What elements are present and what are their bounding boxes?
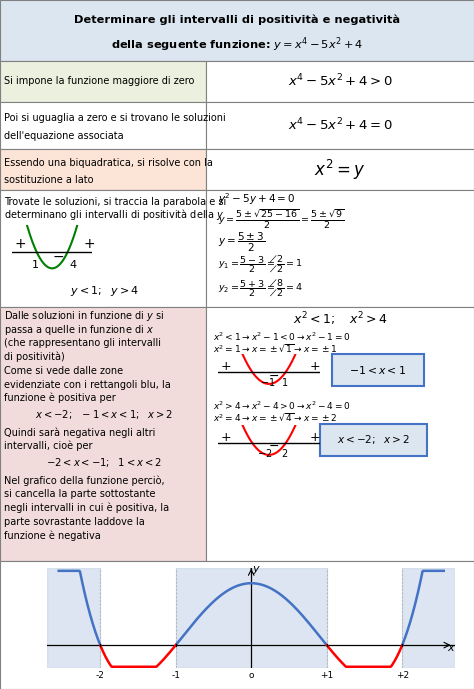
Bar <box>402 568 455 668</box>
Text: della seguente funzione: $y = x^4 - 5x^2 + 4$: della seguente funzione: $y = x^4 - 5x^2… <box>111 35 363 54</box>
Bar <box>0 561 474 689</box>
Text: $x^4-5x^2+4=0$: $x^4-5x^2+4=0$ <box>288 117 392 134</box>
Bar <box>0 307 206 561</box>
Text: $y_1=\dfrac{5-3}{2}=\dfrac{\not{2}}{\not{2}}=1$: $y_1=\dfrac{5-3}{2}=\dfrac{\not{2}}{\not… <box>218 254 303 276</box>
Text: di positività): di positività) <box>4 351 64 362</box>
Text: $y=\dfrac{5\pm\sqrt{25-16}}{2}=\dfrac{5\pm\sqrt{9}}{2}$: $y=\dfrac{5\pm\sqrt{25-16}}{2}=\dfrac{5\… <box>218 207 345 232</box>
Text: −: − <box>269 369 280 382</box>
Text: $y<1;\ \ y>4$: $y<1;\ \ y>4$ <box>70 284 139 298</box>
Text: $-2$: $-2$ <box>257 446 273 459</box>
Text: $-1<x<1$: $-1<x<1$ <box>349 364 407 376</box>
Text: $1$: $1$ <box>281 376 288 388</box>
Text: $x^4-5x^2+4>0$: $x^4-5x^2+4>0$ <box>288 73 392 90</box>
Text: +: + <box>310 431 320 444</box>
Text: si cancella la parte sottostante: si cancella la parte sottostante <box>4 489 155 500</box>
Bar <box>0 61 206 102</box>
Text: $x<-2;\ \ x>2$: $x<-2;\ \ x>2$ <box>337 433 410 446</box>
Text: Quindi sarà negativa negli altri: Quindi sarà negativa negli altri <box>4 428 155 438</box>
Bar <box>332 354 424 386</box>
Text: funzione è negativa: funzione è negativa <box>4 531 100 541</box>
Text: $y$: $y$ <box>252 564 261 576</box>
Text: Nel grafico della funzione perciò,: Nel grafico della funzione perciò, <box>4 475 164 486</box>
Bar <box>0 102 206 149</box>
Bar <box>206 61 474 102</box>
Text: $x$: $x$ <box>447 643 456 653</box>
Text: $2$: $2$ <box>281 446 288 459</box>
Text: Essendo una biquadratica, si risolve con la: Essendo una biquadratica, si risolve con… <box>4 158 213 168</box>
Text: $x^2 = y$: $x^2 = y$ <box>314 158 366 181</box>
Text: Come si vede dalle zone: Come si vede dalle zone <box>4 366 123 376</box>
Text: $-1$: $-1$ <box>260 376 276 388</box>
Text: funzione è positiva per: funzione è positiva per <box>4 393 116 403</box>
Text: Determinare gli intervalli di positività e negatività: Determinare gli intervalli di positività… <box>74 14 400 25</box>
Text: $x^2>4\rightarrow x^2-4>0\rightarrow x^2-4=0$: $x^2>4\rightarrow x^2-4>0\rightarrow x^2… <box>213 400 351 412</box>
Text: +: + <box>310 360 320 373</box>
Text: negli intervalli in cui è positiva, la: negli intervalli in cui è positiva, la <box>4 502 169 513</box>
Text: dell'equazione associata: dell'equazione associata <box>4 131 123 141</box>
Text: $x^2=4\rightarrow x=\pm\sqrt{4}\rightarrow x=\pm2$: $x^2=4\rightarrow x=\pm\sqrt{4}\rightarr… <box>213 412 337 424</box>
Text: evidenziate con i rettangoli blu, la: evidenziate con i rettangoli blu, la <box>4 380 171 389</box>
Text: +: + <box>15 237 26 251</box>
Bar <box>176 568 327 668</box>
Text: Si impone la funzione maggiore di zero: Si impone la funzione maggiore di zero <box>4 76 194 86</box>
Text: passa a quelle in funzione di $x$: passa a quelle in funzione di $x$ <box>4 323 154 337</box>
Text: $y=\dfrac{5\pm3}{2}$: $y=\dfrac{5\pm3}{2}$ <box>218 231 265 254</box>
Text: −: − <box>52 249 64 263</box>
Text: Trovate le soluzioni, si traccia la parabola e si: Trovate le soluzioni, si traccia la para… <box>4 197 226 207</box>
Text: $x^2<1\rightarrow x^2-1<0\rightarrow x^2-1=0$: $x^2<1\rightarrow x^2-1<0\rightarrow x^2… <box>213 330 351 342</box>
Text: +: + <box>83 237 95 251</box>
Text: parte sovrastante laddove la: parte sovrastante laddove la <box>4 517 145 526</box>
Text: $x^2<1;\ \ \ x^2>4$: $x^2<1;\ \ \ x^2>4$ <box>293 310 387 327</box>
Text: $y^2-5y+4=0$: $y^2-5y+4=0$ <box>218 192 295 207</box>
Text: $x^2=1\rightarrow x=\pm\sqrt{1}\rightarrow x=\pm1$: $x^2=1\rightarrow x=\pm\sqrt{1}\rightarr… <box>213 342 338 354</box>
Text: 1: 1 <box>32 260 39 270</box>
Bar <box>206 307 474 561</box>
Text: sostituzione a lato: sostituzione a lato <box>4 175 93 185</box>
Text: −: − <box>269 440 280 453</box>
Bar <box>320 424 427 455</box>
Text: (che rappresentano gli intervalli: (che rappresentano gli intervalli <box>4 338 161 349</box>
Bar <box>206 149 474 190</box>
Bar <box>0 190 206 307</box>
Text: determinano gli intervalli di positività della $y$: determinano gli intervalli di positività… <box>4 207 224 223</box>
Text: 4: 4 <box>70 260 77 270</box>
Bar <box>47 568 100 668</box>
Text: Dalle soluzioni in funzione di $y$ si: Dalle soluzioni in funzione di $y$ si <box>4 309 164 323</box>
Text: $x<-2;\ \ -1<x<1;\ \ x>2$: $x<-2;\ \ -1<x<1;\ \ x>2$ <box>36 408 173 421</box>
Text: +: + <box>221 431 232 444</box>
Text: $y_2=\dfrac{5+3}{2}=\dfrac{\not{8}}{\not{2}}=4$: $y_2=\dfrac{5+3}{2}=\dfrac{\not{8}}{\not… <box>218 277 303 299</box>
Bar <box>0 149 206 190</box>
Text: intervalli, cioè per: intervalli, cioè per <box>4 441 92 451</box>
Text: $-2<x<-1;\ \ 1<x<2$: $-2<x<-1;\ \ 1<x<2$ <box>46 456 162 469</box>
Text: Poi si uguaglia a zero e si trovano le soluzioni: Poi si uguaglia a zero e si trovano le s… <box>4 114 226 123</box>
Bar <box>206 102 474 149</box>
Bar <box>206 190 474 307</box>
Text: +: + <box>221 360 232 373</box>
Bar <box>0 0 474 61</box>
